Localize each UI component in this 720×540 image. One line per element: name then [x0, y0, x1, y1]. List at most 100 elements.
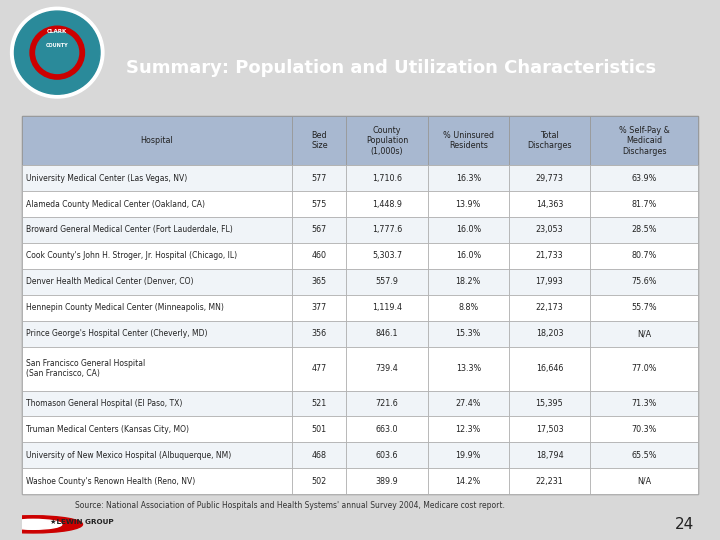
Text: 567: 567	[312, 226, 327, 234]
FancyBboxPatch shape	[509, 468, 590, 494]
FancyBboxPatch shape	[346, 243, 428, 269]
Text: 721.6: 721.6	[376, 399, 398, 408]
Text: 18,794: 18,794	[536, 451, 563, 460]
FancyBboxPatch shape	[22, 116, 698, 494]
Text: Denver Health Medical Center (Denver, CO): Denver Health Medical Center (Denver, CO…	[26, 277, 193, 286]
Text: 27.4%: 27.4%	[456, 399, 481, 408]
Text: 1,119.4: 1,119.4	[372, 303, 402, 312]
FancyBboxPatch shape	[428, 295, 509, 321]
FancyBboxPatch shape	[346, 269, 428, 295]
FancyBboxPatch shape	[22, 442, 292, 468]
FancyBboxPatch shape	[590, 165, 698, 191]
Text: 22,231: 22,231	[536, 477, 563, 485]
FancyBboxPatch shape	[22, 321, 292, 347]
FancyBboxPatch shape	[428, 217, 509, 243]
Text: 477: 477	[312, 364, 327, 373]
FancyBboxPatch shape	[509, 243, 590, 269]
FancyBboxPatch shape	[292, 191, 346, 217]
Text: N/A: N/A	[637, 477, 652, 485]
FancyBboxPatch shape	[590, 416, 698, 442]
Text: 389.9: 389.9	[376, 477, 398, 485]
FancyBboxPatch shape	[509, 416, 590, 442]
Text: 502: 502	[312, 477, 327, 485]
FancyBboxPatch shape	[428, 269, 509, 295]
FancyBboxPatch shape	[346, 165, 428, 191]
Text: 63.9%: 63.9%	[631, 174, 657, 183]
FancyBboxPatch shape	[346, 416, 428, 442]
Circle shape	[14, 11, 100, 94]
Text: University Medical Center (Las Vegas, NV): University Medical Center (Las Vegas, NV…	[26, 174, 187, 183]
Text: Truman Medical Centers (Kansas City, MO): Truman Medical Centers (Kansas City, MO)	[26, 425, 189, 434]
Text: 575: 575	[312, 200, 327, 208]
FancyBboxPatch shape	[509, 116, 590, 165]
Text: 1,710.6: 1,710.6	[372, 174, 402, 183]
FancyBboxPatch shape	[346, 347, 428, 390]
Text: 663.0: 663.0	[376, 425, 398, 434]
Text: 65.5%: 65.5%	[631, 451, 657, 460]
FancyBboxPatch shape	[509, 442, 590, 468]
FancyBboxPatch shape	[22, 116, 292, 165]
Text: San Francisco General Hospital
(San Francisco, CA): San Francisco General Hospital (San Fran…	[26, 359, 145, 378]
Circle shape	[11, 7, 104, 98]
FancyBboxPatch shape	[590, 295, 698, 321]
Text: 12.3%: 12.3%	[456, 425, 481, 434]
Text: University of New Mexico Hospital (Albuquerque, NM): University of New Mexico Hospital (Albuq…	[26, 451, 231, 460]
FancyBboxPatch shape	[428, 442, 509, 468]
FancyBboxPatch shape	[292, 165, 346, 191]
FancyBboxPatch shape	[509, 295, 590, 321]
FancyBboxPatch shape	[292, 116, 346, 165]
FancyBboxPatch shape	[428, 116, 509, 165]
FancyBboxPatch shape	[22, 416, 292, 442]
FancyBboxPatch shape	[346, 468, 428, 494]
Text: 23,053: 23,053	[536, 226, 563, 234]
Text: 356: 356	[312, 329, 327, 338]
Text: 377: 377	[312, 303, 327, 312]
Text: Alameda County Medical Center (Oakland, CA): Alameda County Medical Center (Oakland, …	[26, 200, 204, 208]
FancyBboxPatch shape	[509, 217, 590, 243]
FancyBboxPatch shape	[590, 243, 698, 269]
FancyBboxPatch shape	[509, 191, 590, 217]
Text: 1,777.6: 1,777.6	[372, 226, 402, 234]
Text: 80.7%: 80.7%	[631, 252, 657, 260]
FancyBboxPatch shape	[292, 321, 346, 347]
FancyBboxPatch shape	[590, 191, 698, 217]
Text: 14,363: 14,363	[536, 200, 563, 208]
Text: 468: 468	[312, 451, 327, 460]
FancyBboxPatch shape	[509, 269, 590, 295]
Text: 846.1: 846.1	[376, 329, 398, 338]
Circle shape	[5, 519, 62, 529]
FancyBboxPatch shape	[590, 116, 698, 165]
Text: 75.6%: 75.6%	[631, 277, 657, 286]
Text: 16.0%: 16.0%	[456, 252, 481, 260]
FancyBboxPatch shape	[428, 390, 509, 416]
Text: 13.9%: 13.9%	[456, 200, 481, 208]
FancyBboxPatch shape	[346, 191, 428, 217]
FancyBboxPatch shape	[428, 416, 509, 442]
Text: 5,303.7: 5,303.7	[372, 252, 402, 260]
Text: Thomason General Hospital (El Paso, TX): Thomason General Hospital (El Paso, TX)	[26, 399, 182, 408]
FancyBboxPatch shape	[590, 217, 698, 243]
Text: 29,773: 29,773	[536, 174, 564, 183]
FancyBboxPatch shape	[22, 390, 292, 416]
Text: 17,503: 17,503	[536, 425, 563, 434]
Text: 501: 501	[312, 425, 327, 434]
FancyBboxPatch shape	[590, 321, 698, 347]
Text: 28.5%: 28.5%	[631, 226, 657, 234]
Text: 71.3%: 71.3%	[631, 399, 657, 408]
FancyBboxPatch shape	[428, 165, 509, 191]
Text: 18.2%: 18.2%	[456, 277, 481, 286]
Text: COUNTY: COUNTY	[46, 43, 68, 48]
FancyBboxPatch shape	[22, 295, 292, 321]
FancyBboxPatch shape	[22, 269, 292, 295]
Text: 1,448.9: 1,448.9	[372, 200, 402, 208]
Text: ★LEWIN GROUP: ★LEWIN GROUP	[50, 518, 114, 525]
FancyBboxPatch shape	[292, 217, 346, 243]
FancyBboxPatch shape	[292, 468, 346, 494]
FancyBboxPatch shape	[292, 243, 346, 269]
Circle shape	[30, 26, 84, 79]
FancyBboxPatch shape	[509, 165, 590, 191]
FancyBboxPatch shape	[590, 347, 698, 390]
Text: Summary: Population and Utilization Characteristics: Summary: Population and Utilization Char…	[126, 59, 656, 77]
FancyBboxPatch shape	[428, 468, 509, 494]
Text: 18,203: 18,203	[536, 329, 563, 338]
